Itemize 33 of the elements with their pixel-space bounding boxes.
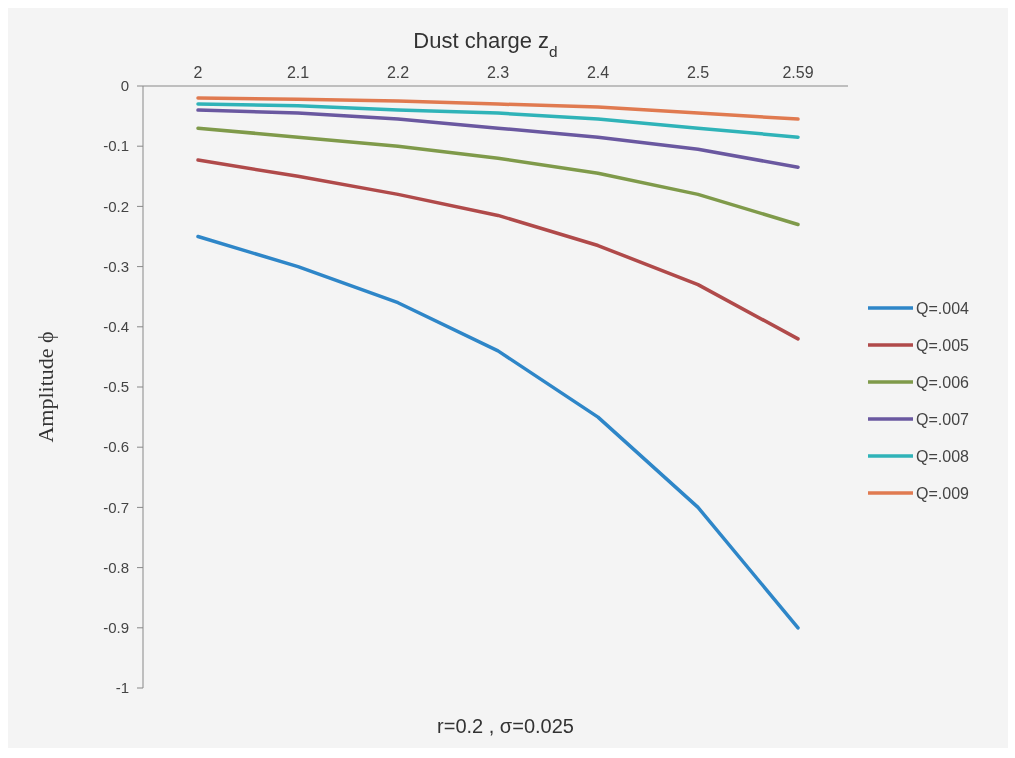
legend-label: Q=.008 <box>916 447 970 465</box>
line-series <box>196 102 800 139</box>
x-tick-label: 2.2 <box>386 64 410 81</box>
x-tick-label: 2.1 <box>286 64 310 81</box>
y-tick-label: -0.8 <box>103 558 129 576</box>
line-series <box>196 234 800 630</box>
y-tick-label: -0.6 <box>103 438 129 456</box>
y-tick-label: -0.7 <box>103 498 129 516</box>
x-tick-label: 2 <box>193 64 203 81</box>
y-tick-label: -0.2 <box>103 197 129 215</box>
x-tick-label: 2.59 <box>782 64 814 81</box>
y-tick-label: -0.9 <box>103 619 129 637</box>
y-tick-label: 0 <box>120 77 129 95</box>
y-tick-label: -0.4 <box>103 318 129 336</box>
chart-title: Dust charge z$_{d}$ <box>413 28 558 60</box>
line-series <box>196 158 800 341</box>
text: r=0.2 , σ=0.025 <box>437 715 574 737</box>
y-axis-title: Amplitude ϕ <box>33 331 58 443</box>
legend-label: Q=.009 <box>916 484 970 502</box>
x-tick-label: 2.5 <box>686 64 710 81</box>
legend-label: Q=.007 <box>916 410 970 428</box>
line-series <box>196 108 800 170</box>
y-tick-label: -0.1 <box>103 137 129 155</box>
legend-label: Q=.005 <box>916 336 970 354</box>
x-tick-label: 2.3 <box>486 64 510 81</box>
line-series <box>196 96 800 121</box>
y-tick-label: -1 <box>115 679 129 697</box>
line-series <box>196 126 800 227</box>
x-tick-label: 2.4 <box>586 64 610 81</box>
y-tick-label: -0.5 <box>103 378 129 396</box>
y-tick-label: -0.3 <box>103 257 129 275</box>
legend-label: Q=.004 <box>916 299 970 317</box>
legend-label: Q=.006 <box>916 373 970 391</box>
